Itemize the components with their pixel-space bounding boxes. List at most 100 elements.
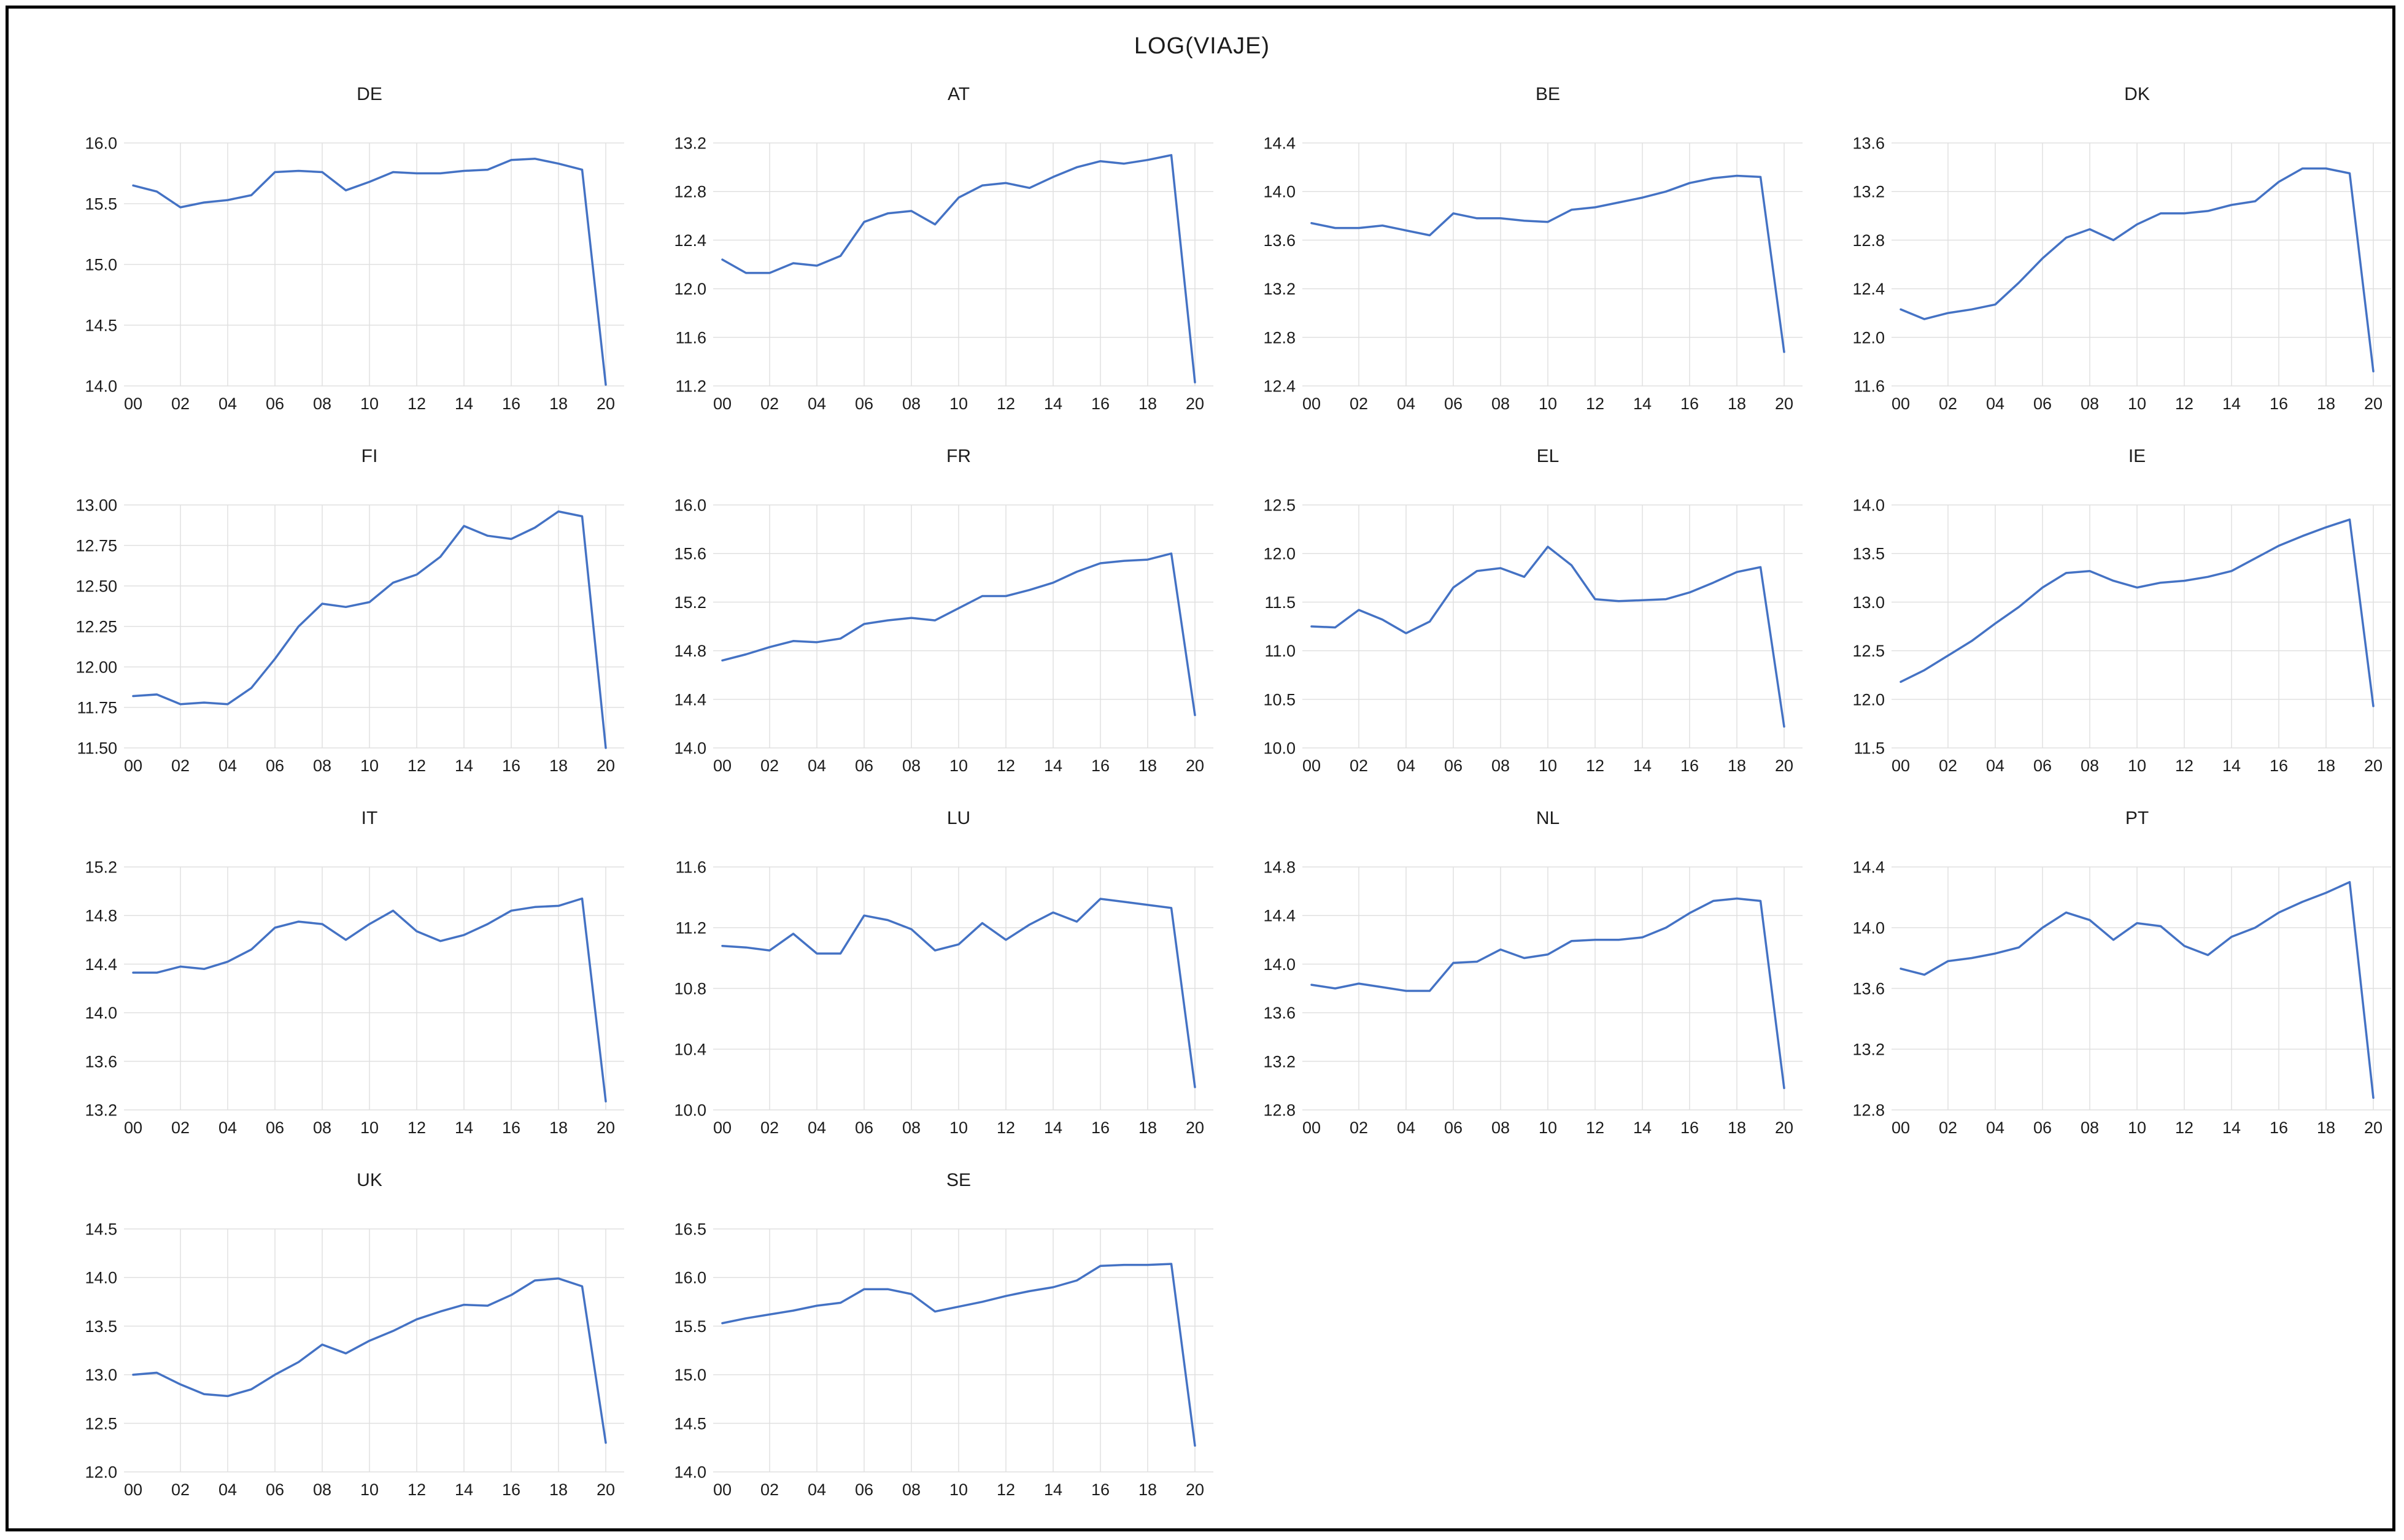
x-tick-label: 12 [2175, 395, 2193, 413]
y-tick-label: 14.4 [85, 955, 117, 974]
x-tick-label: 10 [949, 395, 968, 413]
x-tick-label: 18 [1138, 757, 1157, 775]
subplot-IE: 14.0 13.5 13.0 12.5 12.0 11.5 00 02 04 06 08 10 12 14… [1803, 434, 2392, 796]
y-tick-label: 11.2 [675, 918, 706, 937]
y-tick-label: 14.0 [1852, 496, 1885, 514]
subplot-NL: 14.8 14.4 14.0 13.6 13.2 12.8 00 02 04 06 08 10 12 14… [1213, 796, 1803, 1158]
subplot-title: FR [946, 446, 971, 466]
data-line-DE [132, 157, 607, 386]
x-tick-label: 20 [597, 757, 615, 775]
x-tick-label: 18 [549, 1118, 568, 1137]
y-tick-label: 15.2 [674, 593, 706, 612]
subplot-canvas-LU: 11.6 11.2 10.8 10.4 10.0 00 02 04 06 08 10 12 14 16 18… [674, 808, 1213, 1137]
x-tick-label: 06 [2033, 395, 2052, 413]
subplot-PT: 14.4 14.0 13.6 13.2 12.8 00 02 04 06 08 10 12 14 16 18… [1803, 796, 2392, 1158]
subplot-title: PT [2125, 808, 2149, 828]
y-tick-label: 12.4 [674, 231, 706, 250]
y-tick-label: 12.8 [1263, 1101, 1296, 1119]
x-tick-label: 06 [855, 395, 873, 413]
x-tick-label: 04 [808, 757, 826, 775]
x-tick-label: 20 [1186, 1480, 1204, 1499]
x-tick-label: 16 [2270, 395, 2288, 413]
x-tick-label: 12 [997, 1118, 1015, 1137]
x-tick-label: 16 [502, 757, 520, 775]
x-tick-label: 00 [713, 757, 732, 775]
x-tick-label: 08 [2081, 757, 2099, 775]
x-tick-label: 02 [171, 757, 190, 775]
x-tick-label: 08 [902, 1118, 921, 1137]
subplot-IT: 15.2 14.8 14.4 14.0 13.6 13.2 00 02 04 06 08 10 12 14… [35, 796, 624, 1158]
x-tick-label: 10 [949, 1118, 968, 1137]
x-tick-label: 02 [1350, 1118, 1368, 1137]
x-tick-label: 14 [2222, 1118, 2241, 1137]
x-tick-label: 04 [808, 395, 826, 413]
y-tick-label: 16.0 [85, 134, 117, 152]
subplot-EL: 12.5 12.0 11.5 11.0 10.5 10.0 00 02 04 06 08 10 12 14… [1213, 434, 1803, 796]
x-tick-label: 14 [455, 1480, 473, 1499]
x-tick-label: 20 [597, 395, 615, 413]
x-tick-label: 08 [1491, 1118, 1510, 1137]
x-tick-label: 14 [1044, 1118, 1062, 1137]
y-tick-label: 13.6 [1852, 134, 1885, 152]
y-tick-label: 10.0 [674, 1101, 706, 1119]
x-tick-label: 04 [1397, 757, 1415, 775]
x-tick-label: 06 [1444, 395, 1463, 413]
x-tick-label: 08 [902, 1480, 921, 1499]
x-tick-label: 02 [760, 1480, 779, 1499]
x-tick-label: 20 [597, 1118, 615, 1137]
x-tick-label: 02 [760, 757, 779, 775]
x-tick-label: 08 [313, 395, 331, 413]
x-tick-label: 14 [455, 1118, 473, 1137]
x-tick-label: 04 [808, 1118, 826, 1137]
data-line-FI [132, 510, 607, 749]
y-tick-label: 12.5 [85, 1414, 117, 1433]
subplot-DK: 13.6 13.2 12.8 12.4 12.0 11.6 00 02 04 06 08 10 12 14… [1803, 72, 2392, 434]
x-tick-label: 12 [408, 1480, 426, 1499]
x-tick-label: 20 [1775, 395, 1793, 413]
y-tick-label: 12.8 [674, 183, 706, 201]
y-tick-label: 11.2 [675, 377, 706, 395]
y-tick-label: 14.8 [85, 907, 117, 925]
x-tick-label: 16 [502, 395, 520, 413]
x-tick-label: 16 [2270, 1118, 2288, 1137]
subplot-canvas-SE: 16.5 16.0 15.5 15.0 14.5 14.0 00 02 04 06 08 10 12 14… [674, 1170, 1213, 1499]
y-tick-label: 11.50 [77, 739, 117, 757]
subplot-title: NL [1536, 808, 1560, 828]
y-tick-label: 12.25 [75, 617, 117, 636]
y-tick-label: 13.00 [75, 496, 117, 514]
subplot-title: IE [2128, 446, 2146, 466]
y-tick-label: 14.0 [674, 739, 706, 757]
y-tick-label: 12.0 [1852, 328, 1885, 347]
x-tick-label: 04 [218, 757, 237, 775]
x-tick-label: 12 [997, 757, 1015, 775]
x-tick-label: 06 [1444, 757, 1463, 775]
y-tick-label: 14.0 [674, 1463, 706, 1481]
x-tick-label: 12 [408, 1118, 426, 1137]
y-tick-label: 14.0 [1852, 918, 1885, 937]
y-tick-label: 13.0 [1852, 593, 1885, 612]
x-tick-label: 06 [1444, 1118, 1463, 1137]
x-tick-label: 00 [124, 757, 142, 775]
x-tick-label: 18 [1728, 395, 1746, 413]
x-tick-label: 20 [1186, 757, 1204, 775]
subplot-canvas-BE: 14.4 14.0 13.6 13.2 12.8 12.4 00 02 04 06 08 10 12 14… [1263, 84, 1803, 413]
x-tick-label: 16 [1091, 395, 1110, 413]
x-tick-label: 14 [1044, 395, 1062, 413]
x-tick-label: 20 [1186, 395, 1204, 413]
y-tick-label: 13.6 [1852, 979, 1885, 998]
subplot-title: EL [1537, 446, 1560, 466]
y-tick-label: 14.4 [674, 690, 706, 709]
x-tick-label: 04 [218, 1118, 237, 1137]
x-tick-label: 08 [1491, 757, 1510, 775]
y-tick-label: 13.0 [85, 1366, 117, 1384]
x-tick-label: 00 [124, 395, 142, 413]
x-tick-label: 02 [1350, 395, 1368, 413]
x-tick-label: 00 [713, 1480, 732, 1499]
subplot-BE: 14.4 14.0 13.6 13.2 12.8 12.4 00 02 04 06 08 10 12 14… [1213, 72, 1803, 434]
y-tick-label: 15.5 [85, 194, 117, 213]
y-tick-label: 15.2 [85, 858, 117, 876]
x-tick-label: 14 [1044, 1480, 1062, 1499]
subplot-title: AT [948, 84, 970, 104]
x-tick-label: 02 [1939, 1118, 1957, 1137]
y-tick-label: 14.5 [85, 1220, 117, 1238]
